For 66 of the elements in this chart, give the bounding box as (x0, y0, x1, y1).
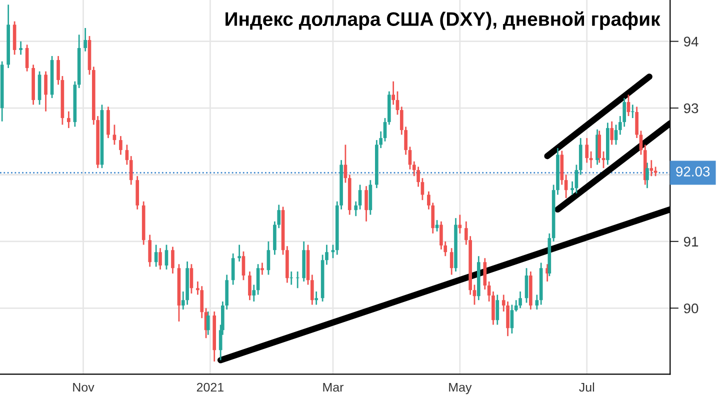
candlestick (129, 155, 133, 186)
y-tick-label: 93 (684, 103, 698, 114)
candlestick (614, 124, 618, 146)
x-tick-label: 2021 (196, 382, 224, 392)
candlestick (635, 106, 638, 139)
candlestick (496, 294, 500, 326)
candlestick (200, 285, 204, 319)
candlestick (344, 144, 348, 184)
candlestick (252, 284, 256, 302)
candlestick (238, 244, 241, 262)
candlestick (158, 247, 162, 270)
candlestick (487, 280, 491, 302)
candlestick (314, 290, 318, 306)
candlestick (570, 180, 574, 196)
candlestick (25, 44, 29, 72)
candlestick (396, 90, 400, 116)
candlestick (392, 80, 395, 106)
candlestick (639, 130, 643, 156)
candlestick (610, 120, 614, 146)
candlestick (260, 262, 264, 276)
candlestick (248, 270, 252, 301)
x-tick-label: Mar (323, 382, 344, 392)
candlestick (646, 162, 649, 189)
candlestick (190, 263, 194, 294)
y-tick-label: 90 (684, 303, 698, 314)
candlestick (650, 159, 654, 177)
candlestick (125, 144, 129, 166)
candlestick (598, 130, 602, 164)
candlestick (518, 290, 522, 309)
candlestick (574, 164, 578, 194)
x-tick-label: Nov (73, 382, 94, 392)
candlestick (626, 94, 630, 117)
x-tick-label: May (449, 382, 472, 394)
candlestick (256, 263, 260, 296)
text: Индекс доллара США (DXY), дневной график (226, 11, 660, 30)
candlestick (358, 184, 362, 210)
candlestick (483, 257, 487, 290)
candlestick (119, 135, 122, 156)
candlestick (84, 27, 87, 52)
candlestick (266, 240, 270, 276)
candlestick (164, 244, 168, 270)
candlestick (450, 247, 454, 276)
candlestick (383, 117, 387, 142)
candlestick (44, 70, 48, 112)
ref-line-label: 92.03 (676, 166, 710, 176)
candlestick (231, 252, 235, 286)
candlestick (510, 304, 514, 334)
x-tick-label: Jul (579, 382, 594, 392)
candlestick (420, 177, 424, 201)
candlestick (564, 174, 568, 199)
y-tick-label: 94 (684, 36, 698, 47)
candlestick (148, 234, 152, 268)
candlestick (112, 124, 116, 146)
candlestick (154, 244, 158, 268)
candlestick (310, 274, 314, 306)
candlestick (242, 250, 246, 281)
candlestick (354, 200, 358, 217)
candlestick (67, 110, 70, 129)
candlestick (585, 137, 589, 164)
candlestick (364, 185, 368, 222)
candlestick (19, 40, 22, 56)
candlestick (171, 246, 174, 274)
candlestick (472, 284, 476, 306)
candlestick (206, 310, 210, 336)
y-tick-label: 91 (684, 236, 698, 247)
candlestick (535, 294, 539, 310)
